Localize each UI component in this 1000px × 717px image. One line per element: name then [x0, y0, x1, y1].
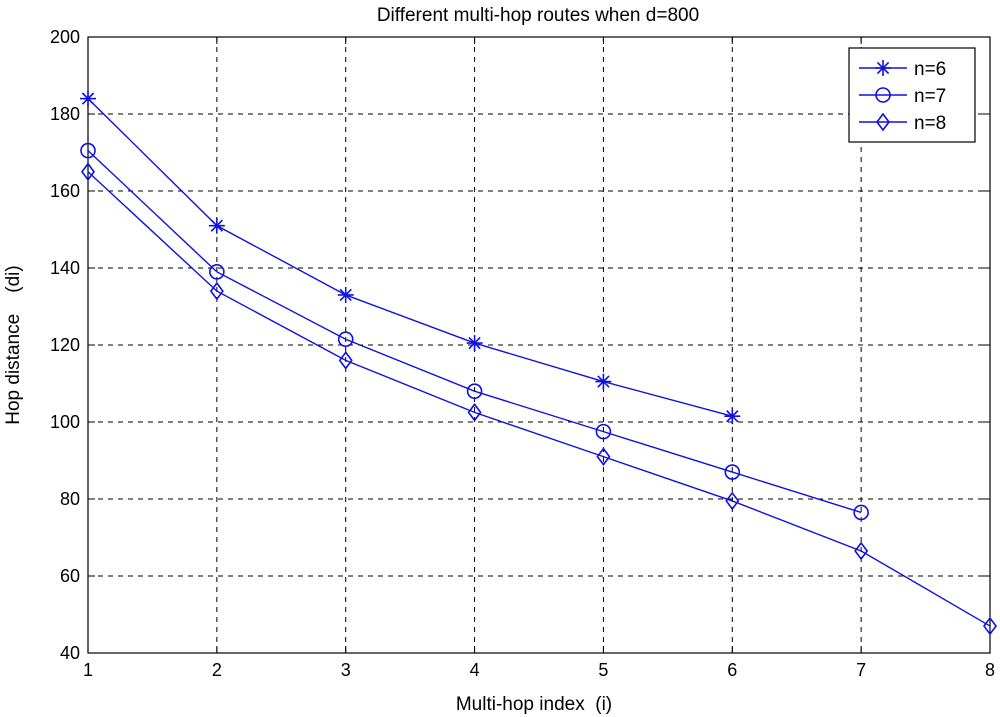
x-tick-label: 1: [83, 660, 93, 680]
chart-title: Different multi-hop routes when d=800: [377, 5, 699, 26]
legend-label: n=6: [914, 59, 946, 80]
series-n8: [81, 162, 997, 636]
x-tick-label: 5: [598, 660, 608, 680]
series-n6: [80, 90, 741, 425]
data-point-n8: [338, 351, 353, 370]
data-point-n7: [209, 264, 225, 280]
series-layer: [80, 90, 997, 636]
data-point-n6: [208, 217, 225, 234]
data-point-n7: [853, 504, 869, 521]
data-point-n8: [467, 403, 482, 422]
x-axis: 1 2 3 4 5 6 7 8: [83, 37, 995, 680]
legend-marker: [876, 112, 890, 132]
data-point-n7: [595, 423, 612, 440]
x-tick-label: 3: [341, 660, 351, 680]
series-line-n7: [87, 150, 862, 514]
data-point-n8: [209, 281, 224, 301]
data-point-n6: [724, 408, 741, 425]
data-point-n8: [596, 447, 611, 466]
x-tick-label: 8: [985, 660, 995, 680]
y-tick-label: 160: [50, 181, 80, 201]
y-tick-label: 120: [50, 335, 80, 355]
legend-item-n8: n=8: [859, 112, 946, 134]
data-point-n6: [595, 373, 612, 390]
data-point-n7: [80, 142, 96, 159]
legend-marker: [875, 87, 891, 103]
legend-marker: [875, 60, 891, 76]
data-point-n7: [724, 464, 741, 480]
y-tick-label: 180: [50, 104, 80, 124]
legend-item-n6: n=6: [859, 59, 946, 80]
data-point-n8: [81, 162, 95, 182]
data-point-n7: [466, 383, 483, 400]
data-point-n8: [854, 541, 869, 561]
data-point-n6: [337, 286, 354, 303]
legend: n=6 n=7 n=8: [848, 47, 976, 143]
y-axis: 40 60 80 100 120 140 160 180 200: [50, 27, 990, 663]
legend-label: n=8: [914, 113, 946, 134]
y-tick-label: 140: [50, 258, 80, 278]
y-tick-label: 200: [50, 27, 80, 47]
data-point-n8: [725, 491, 740, 511]
grid: [88, 37, 990, 653]
x-tick-label: 4: [470, 660, 480, 680]
x-tick-label: 6: [727, 660, 737, 680]
y-tick-label: 60: [60, 566, 80, 586]
data-point-n8: [983, 616, 997, 636]
series-n7: [80, 142, 869, 521]
series-line-n8: [87, 171, 991, 627]
legend-label: n=7: [914, 86, 946, 107]
legend-item-n7: n=7: [859, 86, 946, 107]
data-point-n6: [466, 335, 483, 352]
y-tick-label: 80: [60, 489, 80, 509]
y-tick-label: 100: [50, 412, 80, 432]
series-line-n6: [87, 98, 733, 417]
x-tick-label: 7: [856, 660, 866, 680]
y-tick-label: 40: [60, 643, 80, 663]
x-tick-label: 2: [212, 660, 222, 680]
y-axis-label: Hop distance (di): [3, 265, 24, 424]
x-axis-label: Multi-hop index (i): [456, 694, 612, 715]
data-point-n7: [337, 331, 354, 348]
data-point-n6: [80, 90, 96, 107]
